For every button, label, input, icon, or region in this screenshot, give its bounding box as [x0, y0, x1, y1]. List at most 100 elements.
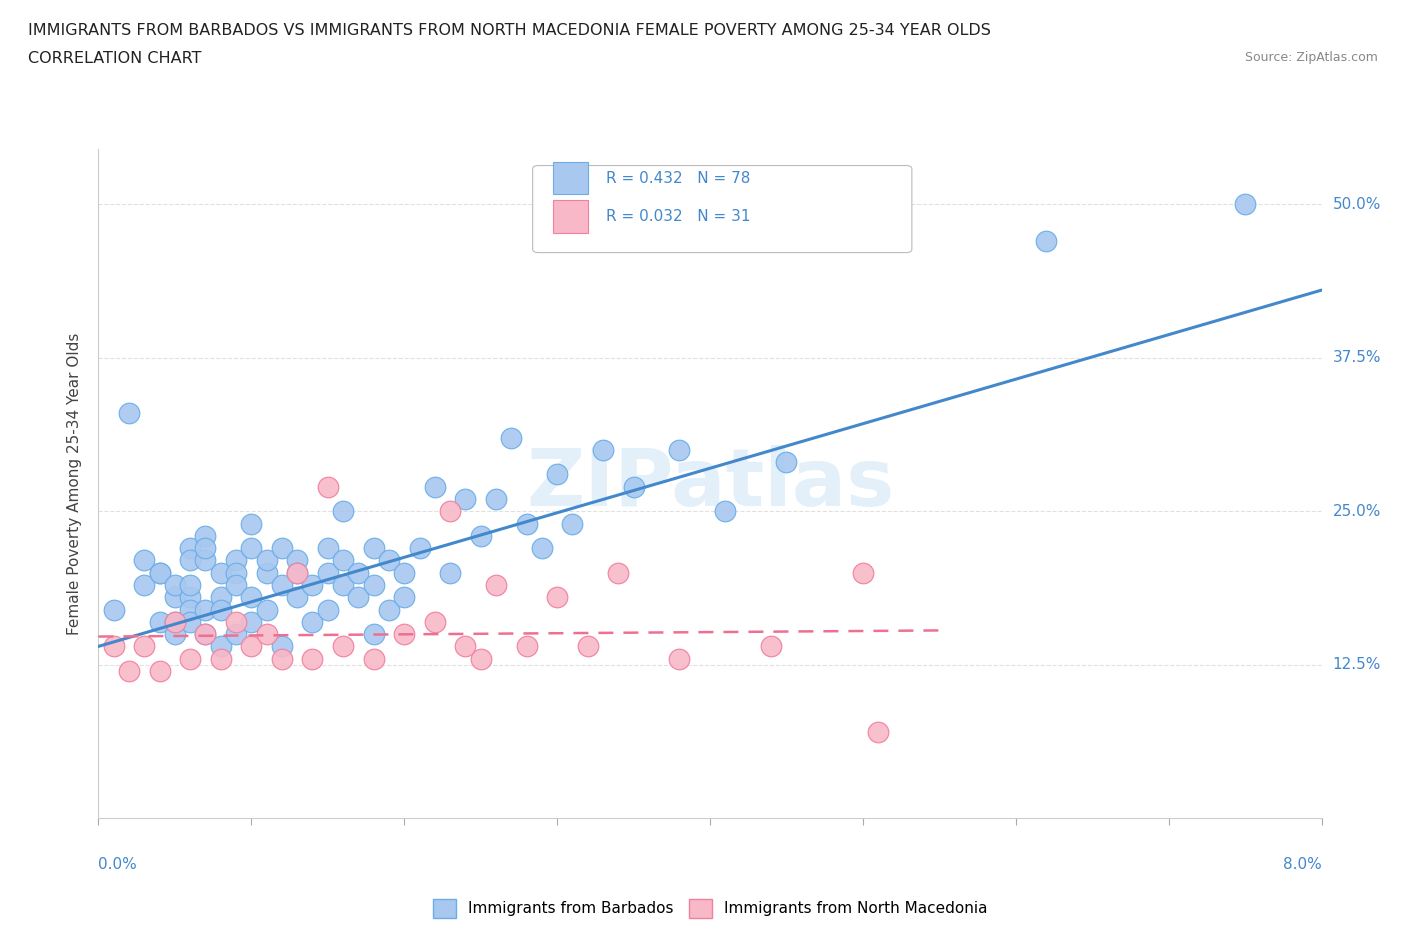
Point: [256, 553, 278, 568]
Point: [423, 479, 446, 494]
Point: [194, 627, 217, 642]
Point: [163, 627, 186, 642]
Point: [668, 443, 690, 458]
Point: [454, 639, 477, 654]
Point: [363, 651, 385, 666]
Point: [363, 540, 385, 555]
Point: [194, 553, 217, 568]
Point: [240, 540, 263, 555]
Point: [163, 578, 186, 592]
Point: [392, 565, 416, 580]
Point: [423, 615, 446, 630]
FancyBboxPatch shape: [554, 200, 588, 232]
Point: [285, 565, 308, 580]
Point: [285, 553, 308, 568]
Point: [439, 565, 461, 580]
Point: [470, 651, 492, 666]
Point: [118, 405, 141, 420]
Point: [332, 639, 354, 654]
Text: 25.0%: 25.0%: [1333, 504, 1381, 519]
Legend: Immigrants from Barbados, Immigrants from North Macedonia: Immigrants from Barbados, Immigrants fro…: [426, 893, 994, 923]
Point: [546, 590, 568, 604]
Point: [256, 565, 278, 580]
Point: [118, 663, 141, 678]
Point: [316, 602, 339, 617]
Point: [163, 590, 186, 604]
Text: 8.0%: 8.0%: [1282, 857, 1322, 872]
Point: [240, 615, 263, 630]
Point: [179, 602, 201, 617]
Point: [179, 553, 201, 568]
Point: [163, 615, 186, 630]
Point: [225, 553, 247, 568]
Point: [285, 565, 308, 580]
Point: [225, 578, 247, 592]
Point: [225, 615, 247, 630]
Point: [301, 651, 323, 666]
Point: [194, 627, 217, 642]
Point: [270, 639, 294, 654]
Point: [347, 590, 370, 604]
Point: [240, 639, 263, 654]
Point: [194, 528, 217, 543]
Point: [607, 565, 630, 580]
Point: [149, 663, 172, 678]
Point: [316, 479, 339, 494]
Point: [485, 492, 508, 507]
Point: [561, 516, 583, 531]
Text: IMMIGRANTS FROM BARBADOS VS IMMIGRANTS FROM NORTH MACEDONIA FEMALE POVERTY AMONG: IMMIGRANTS FROM BARBADOS VS IMMIGRANTS F…: [28, 23, 991, 38]
Point: [332, 578, 354, 592]
Point: [149, 565, 172, 580]
Point: [194, 540, 217, 555]
Point: [270, 540, 294, 555]
Point: [714, 504, 737, 519]
Point: [501, 430, 523, 445]
Point: [179, 615, 201, 630]
Point: [134, 578, 156, 592]
Point: [194, 602, 217, 617]
Point: [868, 725, 890, 740]
Point: [592, 443, 614, 458]
Point: [179, 540, 201, 555]
Point: [470, 528, 492, 543]
Point: [316, 540, 339, 555]
Point: [103, 602, 125, 617]
Point: [149, 565, 172, 580]
Point: [301, 578, 323, 592]
Text: 50.0%: 50.0%: [1333, 196, 1381, 212]
Point: [103, 639, 125, 654]
Point: [179, 651, 201, 666]
Text: 0.0%: 0.0%: [98, 857, 138, 872]
Point: [134, 553, 156, 568]
Point: [1234, 196, 1257, 211]
Point: [668, 651, 690, 666]
Point: [285, 590, 308, 604]
Point: [363, 627, 385, 642]
Point: [270, 578, 294, 592]
FancyBboxPatch shape: [533, 166, 912, 253]
Point: [392, 590, 416, 604]
Point: [240, 590, 263, 604]
Point: [225, 565, 247, 580]
Point: [530, 540, 553, 555]
Point: [775, 455, 797, 470]
Point: [256, 602, 278, 617]
Text: 12.5%: 12.5%: [1333, 658, 1381, 672]
Point: [439, 504, 461, 519]
Text: R = 0.432   N = 78: R = 0.432 N = 78: [606, 171, 751, 186]
Text: 37.5%: 37.5%: [1333, 351, 1381, 365]
Point: [256, 627, 278, 642]
Point: [546, 467, 568, 482]
Point: [134, 639, 156, 654]
Point: [378, 602, 401, 617]
Point: [392, 627, 416, 642]
Point: [623, 479, 645, 494]
Text: Source: ZipAtlas.com: Source: ZipAtlas.com: [1244, 51, 1378, 64]
Point: [301, 615, 323, 630]
Point: [516, 516, 538, 531]
Point: [149, 615, 172, 630]
Point: [240, 516, 263, 531]
Point: [576, 639, 599, 654]
Point: [163, 615, 186, 630]
Point: [209, 590, 232, 604]
